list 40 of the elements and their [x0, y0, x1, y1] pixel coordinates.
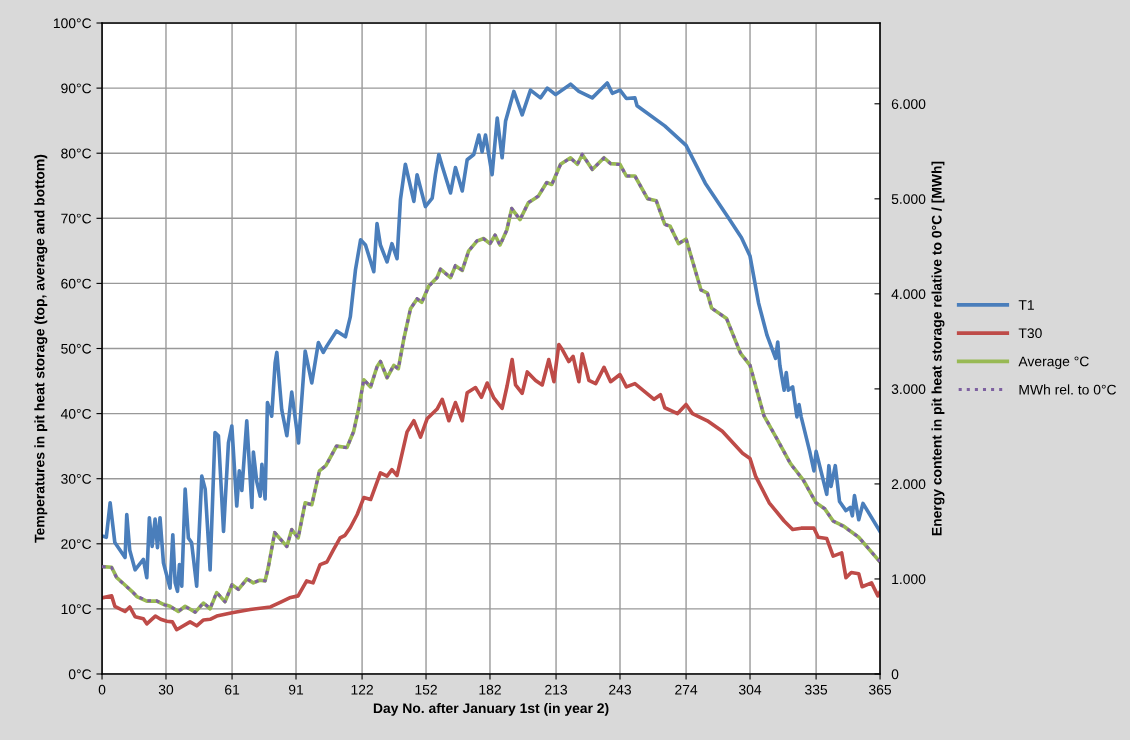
- x-axis-title: Day No. after January 1st (in year 2): [373, 702, 609, 716]
- legend-label: MWh rel. to 0°C: [1019, 384, 1117, 395]
- y-tick-label: 0°C: [68, 669, 92, 680]
- line-series: [102, 342, 881, 632]
- y-tick-label: 10°C: [61, 604, 92, 615]
- y-tick-label: 50°C: [61, 343, 92, 354]
- y-axis-title: Temperatures in pit heat storage (top, average and bottom): [34, 154, 48, 543]
- x-tick-label: 182: [479, 684, 501, 695]
- y2-tick-label: 3.000: [891, 384, 926, 395]
- x-tick-label: 122: [351, 684, 373, 695]
- x-tick-label: 91: [288, 684, 304, 695]
- x-tick-label: 243: [609, 684, 631, 695]
- y-tick-label: 100°C: [53, 18, 92, 29]
- x-tick-label: 0: [98, 684, 106, 695]
- x-tick-label: 304: [738, 684, 762, 695]
- y2-tick-label: 1.000: [892, 574, 926, 585]
- y-tick-label: 80°C: [61, 148, 92, 159]
- y-tick-label: 30°C: [61, 474, 92, 484]
- y-tick-label: 20°C: [61, 539, 92, 549]
- y2-axis-title: Energy content in pit heat storage relative to 0°C / [MWh]: [931, 161, 945, 536]
- y-tick-label: 60°C: [61, 278, 92, 289]
- legend-label: T1: [1018, 300, 1034, 310]
- y-tick-label: 70°C: [61, 213, 92, 224]
- legend-label: Average °C: [1018, 356, 1089, 370]
- x-tick-label: 335: [805, 684, 828, 695]
- legend-label: T30: [1018, 328, 1042, 339]
- y2-tick-label: 2.000: [891, 479, 926, 490]
- line-series: [102, 81, 881, 594]
- x-tick-label: 61: [225, 684, 240, 695]
- x-tick-label: 274: [675, 684, 698, 695]
- x-tick-label: 365: [868, 684, 892, 695]
- y-tick-label: 40°C: [60, 408, 92, 419]
- x-tick-label: 30: [158, 684, 174, 695]
- y2-tick-label: 5.000: [891, 194, 926, 204]
- y2-tick-label: 0: [891, 669, 899, 680]
- x-tick-label: 152: [415, 684, 437, 695]
- x-tick-label: 213: [545, 684, 568, 695]
- y2-tick-label: 4.000: [891, 289, 926, 300]
- y-tick-label: 90°C: [61, 83, 92, 94]
- y2-tick-label: 6.000: [891, 99, 926, 109]
